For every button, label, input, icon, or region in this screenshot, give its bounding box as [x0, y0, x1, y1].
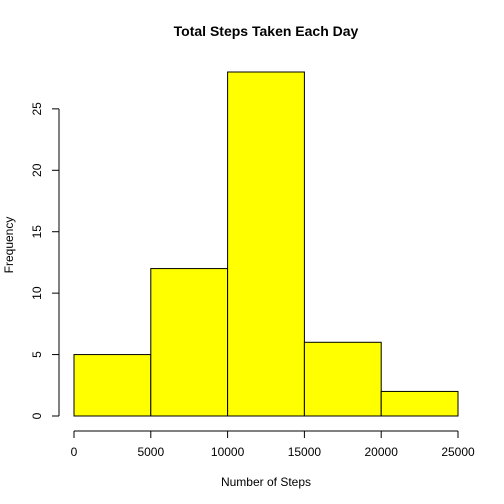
x-axis-label: Number of Steps	[221, 475, 311, 489]
histogram-bar	[380, 390, 459, 417]
y-tick-label: 25	[30, 102, 44, 116]
bars-group	[73, 71, 459, 417]
x-tick-label: 25000	[441, 445, 475, 459]
histogram-bar	[73, 354, 152, 417]
y-tick-label: 5	[30, 351, 44, 358]
x-axis: 0 5000 10000 15000 20000 25000	[71, 430, 475, 459]
x-tick-label: 5000	[137, 445, 164, 459]
histogram-bar	[150, 268, 229, 417]
histogram-bar	[303, 341, 382, 417]
y-axis: 0 5 10 15 20 25	[30, 102, 60, 419]
y-tick-label: 15	[30, 225, 44, 239]
x-tick-label: 10000	[211, 445, 245, 459]
y-tick-label: 10	[30, 286, 44, 300]
chart-title: Total Steps Taken Each Day	[174, 23, 359, 39]
x-tick-label: 15000	[288, 445, 322, 459]
y-axis-label: Frequency	[2, 217, 16, 274]
x-tick-label: 20000	[365, 445, 399, 459]
x-tick-label: 0	[71, 445, 78, 459]
y-tick-label: 20	[30, 163, 44, 177]
histogram-bar	[227, 71, 305, 417]
y-tick-label: 0	[30, 412, 44, 419]
